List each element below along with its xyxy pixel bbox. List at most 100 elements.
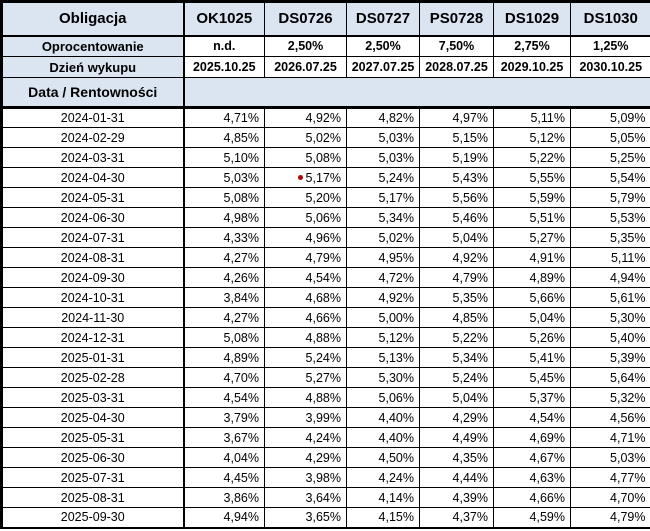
yield-cell: 5,19%	[419, 147, 494, 168]
yield-cell: 5,04%	[419, 387, 494, 408]
yield-cell: 4,59%	[493, 507, 571, 528]
yield-cell: 4,39%	[419, 487, 494, 508]
maturity-date-cell: 2025.10.25	[183, 56, 265, 78]
yield-cell: 5,09%	[570, 107, 650, 128]
date-cell: 2024-04-30	[1, 167, 185, 188]
yield-cell: 4,92%	[264, 107, 347, 128]
yield-cell: 4,29%	[264, 447, 347, 468]
red-dot-marker	[297, 174, 303, 180]
yield-cell: 4,89%	[493, 267, 571, 288]
coupon-cell: 2,50%	[264, 35, 347, 57]
yield-cell: 3,65%	[264, 507, 347, 528]
table-row: 2024-04-30 5,03% 5,17% 5,24% 5,43% 5,55% 5,54%	[1, 167, 650, 188]
yield-cell: 5,59%	[493, 187, 571, 208]
yield-cell: 5,35%	[570, 227, 650, 248]
yield-cell: 4,14%	[346, 487, 420, 508]
yield-cell: 4,98%	[183, 207, 265, 228]
date-cell: 2025-01-31	[1, 347, 185, 368]
table-row: 2025-05-31 3,67% 4,24% 4,40% 4,49% 4,69% 4,71%	[1, 427, 650, 448]
yield-cell: 3,79%	[183, 407, 265, 428]
yield-cell: 4,88%	[264, 327, 347, 348]
date-cell: 2025-05-31	[1, 427, 185, 448]
yield-cell: 4,27%	[183, 307, 265, 328]
yield-cell: 5,15%	[419, 127, 494, 148]
table-row: 2024-10-31 3,84% 4,68% 4,92% 5,35% 5,66% 5,61%	[1, 287, 650, 308]
yield-cell: 5,04%	[419, 227, 494, 248]
yield-cell: 5,41%	[493, 347, 571, 368]
yield-cell: 5,51%	[493, 207, 571, 228]
yield-cell: 5,17%	[346, 187, 420, 208]
yield-cell: 4,94%	[570, 267, 650, 288]
yield-cell: 4,85%	[183, 127, 265, 148]
maturity-date-cell: 2026.07.25	[264, 56, 347, 78]
yield-cell: 4,56%	[570, 407, 650, 428]
date-cell: 2024-06-30	[1, 207, 185, 228]
yield-cell: 4,35%	[419, 447, 494, 468]
yield-cell: 4,69%	[493, 427, 571, 448]
bond-name-cell: DS0726	[264, 1, 347, 37]
maturity-date-cell: 2028.07.25	[419, 56, 494, 78]
yield-cell: 4,63%	[493, 467, 571, 488]
yield-cell: 5,08%	[264, 147, 347, 168]
yield-cell: 5,03%	[183, 167, 265, 188]
yield-cell: 5,20%	[264, 187, 347, 208]
yield-cell: 5,46%	[419, 207, 494, 228]
maturity-date-cell: 2029.10.25	[493, 56, 571, 78]
yield-cell: 4,79%	[419, 267, 494, 288]
yield-cell: 4,54%	[264, 267, 347, 288]
yield-cell: 4,40%	[346, 427, 420, 448]
yield-cell: 4,66%	[493, 487, 571, 508]
yield-cell: 5,32%	[570, 387, 650, 408]
yield-cell: 5,02%	[264, 127, 347, 148]
yield-cell: 4,72%	[346, 267, 420, 288]
bond-name-cell: DS0727	[346, 1, 420, 37]
yield-cell: 4,40%	[346, 407, 420, 428]
bond-name-cell: DS1030	[570, 1, 650, 37]
header-row-maturity: Dzień wykupu 2025.10.25 2026.07.25 2027.07…	[1, 56, 650, 78]
yield-cell: 5,22%	[493, 147, 571, 168]
date-cell: 2024-09-30	[1, 267, 185, 288]
date-cell: 2024-12-31	[1, 327, 185, 348]
table-row: 2024-02-29 4,85% 5,02% 5,03% 5,15% 5,12% 5,05%	[1, 127, 650, 148]
date-cell: 2025-02-28	[1, 367, 185, 388]
yield-cell: 5,24%	[419, 367, 494, 388]
table-row: 2025-02-28 4,70% 5,27% 5,30% 5,24% 5,45% 5,64%	[1, 367, 650, 388]
data-rentownosci-label: Data / Rentowności	[1, 77, 185, 109]
yield-cell: 5,30%	[570, 307, 650, 328]
yield-cell: 5,34%	[419, 347, 494, 368]
date-cell: 2025-08-31	[1, 487, 185, 508]
yield-cell: 4,44%	[419, 467, 494, 488]
yield-cell: 4,50%	[346, 447, 420, 468]
table-row: 2024-05-31 5,08% 5,20% 5,17% 5,56% 5,59% 5,79%	[1, 187, 650, 208]
yield-cell: 5,17%	[264, 167, 347, 188]
date-cell: 2025-07-31	[1, 467, 185, 488]
header-row-date-yields: Data / Rentowności	[1, 77, 650, 109]
yield-cell: 5,35%	[419, 287, 494, 308]
yield-cell: 4,92%	[419, 247, 494, 268]
yield-cell: 4,96%	[264, 227, 347, 248]
yield-cell: 5,55%	[493, 167, 571, 188]
yield-cell: 4,27%	[183, 247, 265, 268]
yield-cell: 5,12%	[493, 127, 571, 148]
yield-cell: 4,82%	[346, 107, 420, 128]
yield-cell: 5,11%	[493, 107, 571, 128]
yield-cell: 5,06%	[346, 387, 420, 408]
yield-cell: 4,91%	[493, 247, 571, 268]
yield-cell: 4,79%	[570, 507, 650, 528]
yield-cell: 5,53%	[570, 207, 650, 228]
coupon-cell: 7,50%	[419, 35, 494, 57]
yield-cell: 5,03%	[570, 447, 650, 468]
yield-cell: 5,00%	[346, 307, 420, 328]
yield-cell: 4,37%	[419, 507, 494, 528]
coupon-cell: n.d.	[183, 35, 265, 57]
table-row: 2024-07-31 4,33% 4,96% 5,02% 5,04% 5,27% 5,35%	[1, 227, 650, 248]
date-cell: 2025-09-30	[1, 507, 185, 528]
yield-cell: 4,54%	[183, 387, 265, 408]
yield-cell: 3,86%	[183, 487, 265, 508]
yield-cell: 5,64%	[570, 367, 650, 388]
yield-cell: 5,11%	[570, 247, 650, 268]
table-row: 2025-06-30 4,04% 4,29% 4,50% 4,35% 4,67% 5,03%	[1, 447, 650, 468]
yield-cell: 5,06%	[264, 207, 347, 228]
